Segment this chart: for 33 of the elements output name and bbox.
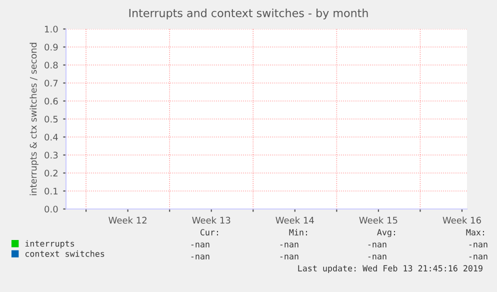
text: -nan: [469, 242, 488, 248]
y-tick-label: 1.0: [44, 26, 58, 33]
x-tick-label: Week 15: [359, 216, 398, 224]
legend-label: context switches: [25, 250, 104, 257]
y-tick-label: 0.3: [44, 152, 58, 159]
y-tick-label: 0.5: [44, 116, 58, 123]
text: -nan: [469, 254, 488, 260]
text: -nan: [280, 254, 298, 260]
legend-label: interrupts: [25, 240, 74, 248]
y-tick-label: 0.9: [44, 44, 58, 51]
x-tick-label: Week 16: [442, 216, 481, 224]
text: Max:: [466, 229, 484, 236]
y-tick-label: 0.7: [44, 80, 58, 87]
text: -nan: [280, 242, 298, 248]
text: Last update: Wed Feb 13 21:45:16 2019: [298, 264, 482, 274]
text: Min:: [289, 228, 307, 236]
x-tick-label: Week 14: [276, 216, 314, 224]
text: -nan: [368, 254, 386, 260]
y-tick-label: 0.2: [44, 170, 58, 177]
text: -nan: [191, 242, 210, 248]
text: -nan: [368, 242, 386, 248]
text: Cur:: [200, 229, 218, 236]
chart-title: Interrupts and context switches - by month: [129, 8, 368, 20]
x-tick-label: Week 12: [108, 216, 146, 224]
y-tick-label: 0.1: [44, 188, 58, 195]
y-tick-label: 0.0: [44, 206, 58, 213]
x-tick-label: Week 13: [192, 216, 230, 224]
y-tick-label: 0.6: [44, 98, 58, 105]
y-axis-title: interrupts & ctx switches / second: [30, 42, 38, 196]
y-tick-label: 0.4: [44, 134, 58, 141]
y-tick-label: 0.8: [44, 62, 58, 69]
text: Avg:: [377, 229, 395, 238]
text: -nan: [191, 254, 210, 260]
